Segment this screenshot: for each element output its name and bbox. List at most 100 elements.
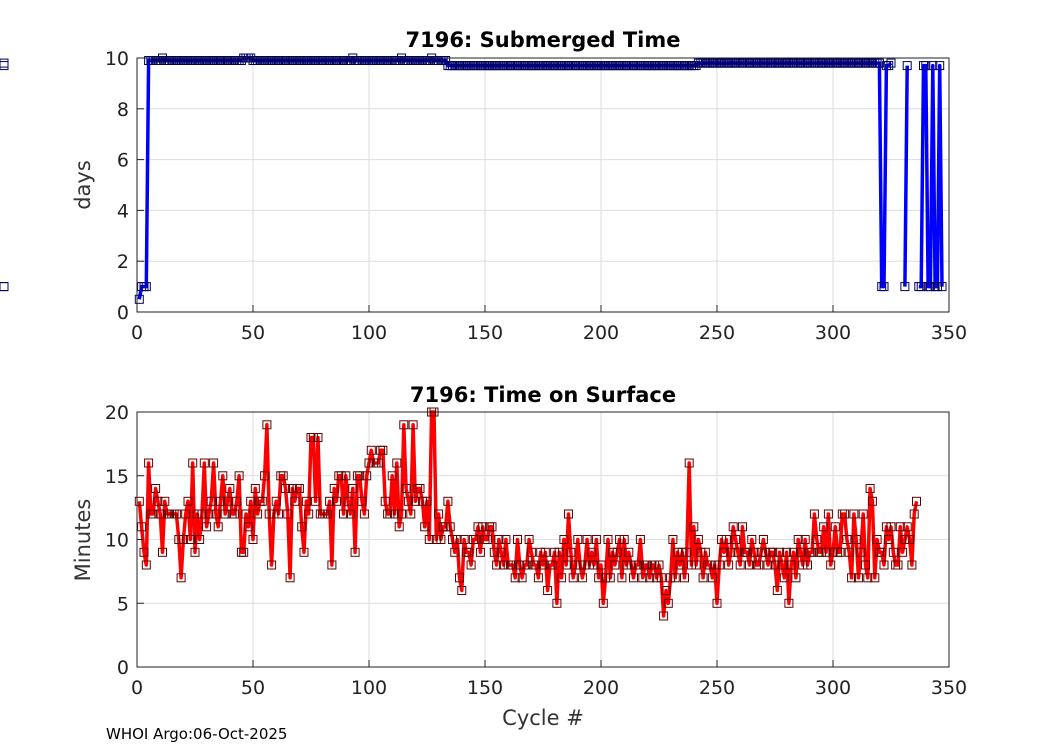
plot-area bbox=[137, 58, 949, 312]
data-point bbox=[835, 547, 845, 557]
data-point bbox=[378, 445, 388, 455]
data-point bbox=[359, 509, 369, 519]
data-point bbox=[492, 560, 502, 570]
data-point bbox=[134, 496, 144, 506]
data-point bbox=[144, 458, 154, 468]
data-point bbox=[540, 547, 550, 557]
data-point bbox=[522, 560, 532, 570]
data-point bbox=[410, 496, 420, 506]
x-tick-label: 250 bbox=[699, 322, 735, 344]
y-tick-label: 2 bbox=[117, 251, 129, 273]
data-point bbox=[677, 547, 687, 557]
data-point bbox=[557, 573, 567, 583]
data-point bbox=[155, 56, 165, 65]
data-point bbox=[431, 535, 441, 544]
data-point bbox=[308, 433, 318, 442]
data-point bbox=[260, 471, 270, 481]
data-point bbox=[659, 611, 669, 621]
data-point bbox=[195, 535, 205, 544]
data-point bbox=[571, 560, 580, 570]
data-point bbox=[635, 535, 645, 544]
data-point bbox=[134, 294, 144, 304]
data-point bbox=[448, 535, 457, 544]
data-point bbox=[408, 420, 418, 430]
data-point bbox=[287, 484, 297, 493]
data-point bbox=[343, 496, 353, 506]
data-point bbox=[213, 522, 223, 532]
data-point bbox=[153, 496, 163, 506]
data-point bbox=[626, 560, 636, 570]
data-point bbox=[763, 560, 773, 570]
x-tick-label: 300 bbox=[815, 322, 851, 344]
data-point bbox=[577, 573, 587, 583]
data-point bbox=[274, 509, 283, 519]
data-point bbox=[612, 547, 622, 557]
data-point bbox=[339, 509, 348, 519]
data-point bbox=[487, 522, 497, 532]
data-point bbox=[496, 547, 506, 557]
data-point bbox=[728, 522, 738, 532]
data-point bbox=[494, 535, 504, 544]
data-point bbox=[0, 282, 9, 292]
data-point bbox=[420, 522, 430, 532]
series-line bbox=[903, 65, 909, 287]
data-point bbox=[847, 573, 857, 583]
data-point bbox=[515, 560, 525, 570]
data-point bbox=[239, 547, 249, 557]
data-point bbox=[332, 496, 341, 506]
data-point bbox=[673, 547, 683, 557]
data-point bbox=[800, 535, 810, 544]
data-point bbox=[566, 547, 576, 557]
data-point bbox=[176, 573, 186, 583]
data-point bbox=[756, 547, 766, 557]
data-point bbox=[223, 496, 232, 506]
data-point bbox=[638, 573, 648, 583]
data-point bbox=[510, 573, 520, 583]
data-point bbox=[921, 61, 931, 71]
series-line bbox=[137, 56, 893, 300]
data-point bbox=[874, 58, 884, 68]
data-point bbox=[387, 471, 397, 481]
data-point bbox=[870, 573, 880, 583]
data-point bbox=[216, 496, 225, 506]
data-point bbox=[696, 547, 706, 557]
surface-time-axes: 0 50 100 150 200 250 300 350 0 5 10 15 20 7196: Time… bbox=[71, 383, 967, 730]
data-point bbox=[840, 509, 850, 519]
data-point bbox=[355, 471, 365, 481]
data-point bbox=[183, 496, 193, 506]
y-tick-label: 5 bbox=[117, 593, 129, 615]
data-point bbox=[772, 586, 782, 595]
data-point bbox=[178, 535, 188, 544]
data-point bbox=[348, 484, 358, 493]
data-point bbox=[341, 471, 351, 481]
data-point bbox=[336, 471, 346, 481]
axes-box bbox=[136, 57, 950, 313]
data-point bbox=[893, 560, 903, 570]
data-point bbox=[329, 484, 339, 493]
data-point bbox=[264, 509, 274, 519]
data-point bbox=[851, 535, 861, 544]
data-point bbox=[856, 547, 866, 557]
x-tick-label: 200 bbox=[583, 677, 619, 699]
data-point bbox=[299, 547, 309, 557]
data-point bbox=[937, 282, 947, 292]
data-point bbox=[754, 560, 764, 570]
data-point bbox=[155, 509, 165, 519]
data-point bbox=[758, 535, 768, 544]
data-point bbox=[721, 535, 731, 544]
data-point bbox=[731, 535, 741, 544]
data-point bbox=[724, 560, 734, 570]
data-point bbox=[691, 560, 701, 570]
x-tick-label: 200 bbox=[583, 322, 619, 344]
data-point bbox=[188, 458, 198, 468]
data-point bbox=[907, 560, 917, 570]
data-point bbox=[693, 535, 703, 544]
data-point bbox=[900, 282, 910, 292]
data-point bbox=[622, 560, 631, 570]
data-point bbox=[141, 282, 151, 292]
data-point bbox=[283, 509, 293, 519]
x-tick-label: 350 bbox=[931, 322, 967, 344]
data-point bbox=[608, 547, 618, 557]
data-point bbox=[526, 547, 536, 557]
